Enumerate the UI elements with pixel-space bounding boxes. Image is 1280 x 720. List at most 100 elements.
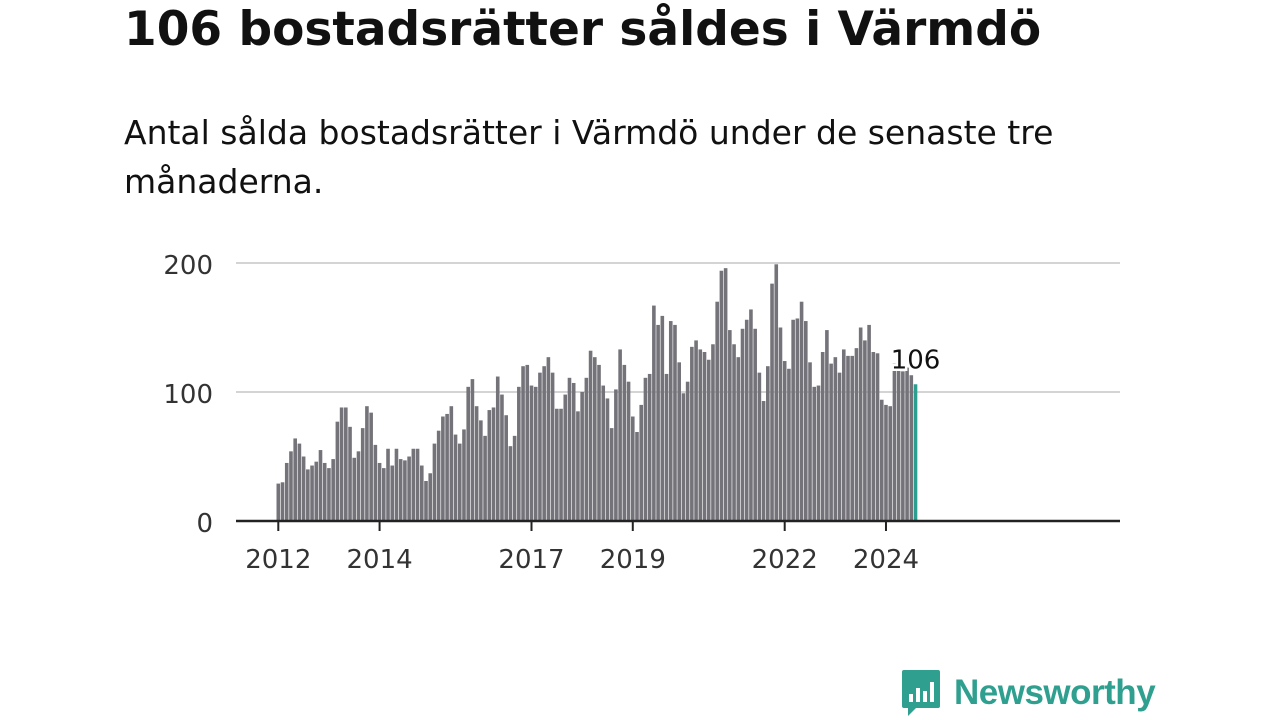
bar (888, 406, 892, 521)
bar (546, 357, 551, 521)
bar (804, 321, 808, 521)
bar (719, 270, 724, 521)
bar (318, 450, 323, 521)
bar (297, 443, 302, 521)
bar (652, 305, 656, 521)
bar (563, 394, 568, 521)
bar (466, 386, 470, 521)
bar (706, 359, 711, 521)
bar (508, 446, 513, 521)
bar (711, 344, 715, 521)
bar (909, 375, 914, 521)
bar (314, 461, 319, 521)
bar (289, 451, 293, 521)
bar (728, 330, 732, 521)
bar (753, 328, 757, 521)
bar (504, 415, 508, 521)
bar (884, 404, 888, 521)
bar (787, 368, 791, 521)
bar (593, 357, 597, 521)
bar (306, 469, 310, 521)
bar (816, 385, 821, 521)
bar (436, 430, 441, 521)
bar (390, 465, 395, 521)
bar (901, 371, 905, 521)
bar (576, 411, 580, 521)
bar (457, 443, 462, 521)
bar (871, 352, 876, 521)
bar (567, 377, 572, 521)
bar (462, 429, 466, 521)
bar (327, 468, 331, 521)
bar (377, 462, 382, 521)
bar (820, 352, 825, 521)
bar (808, 362, 812, 521)
bar (761, 401, 766, 521)
bar (647, 373, 652, 521)
bar (677, 362, 681, 521)
chart-subtitle: Antal sålda bostadsrätter i Värmdö under… (124, 113, 1054, 201)
bar (601, 385, 606, 521)
bar (841, 349, 846, 521)
x-tick-label: 2024 (853, 545, 919, 575)
bar (858, 327, 863, 521)
bar (749, 309, 753, 521)
bar (635, 431, 639, 521)
bar (356, 451, 361, 521)
bar (580, 392, 584, 521)
bar (360, 428, 365, 521)
chart-title: 106 bostadsrätter såldes i Värmdö (124, 2, 1042, 57)
bar (445, 413, 449, 521)
bar (643, 377, 648, 521)
bar (441, 416, 445, 521)
bar (740, 328, 745, 521)
bar (690, 346, 694, 521)
bar (863, 340, 867, 521)
bar (698, 349, 703, 521)
bar (732, 344, 736, 521)
bar (369, 412, 373, 521)
bar (424, 481, 428, 521)
bar (584, 377, 589, 521)
bar (630, 416, 635, 521)
bar (850, 355, 855, 521)
bar (538, 372, 542, 521)
bar (352, 457, 357, 521)
bar (348, 426, 352, 521)
bar (656, 324, 660, 521)
bar (525, 364, 530, 521)
bar (301, 456, 306, 521)
bar (331, 459, 335, 521)
bar (322, 462, 327, 521)
bar (512, 435, 517, 521)
bar (310, 465, 314, 521)
bar (293, 438, 297, 521)
bar (892, 363, 897, 521)
bar (403, 460, 407, 521)
bar (280, 482, 285, 521)
bar (428, 473, 433, 521)
bar (470, 379, 475, 521)
bar (382, 468, 386, 521)
bar (344, 407, 348, 521)
bar (791, 319, 795, 521)
bar (517, 386, 521, 521)
bar (778, 327, 783, 521)
bar (837, 372, 842, 521)
bar (782, 361, 787, 521)
bar (605, 398, 610, 521)
bar (521, 366, 525, 521)
newsworthy-chart-icon (902, 670, 940, 716)
bar (614, 389, 618, 521)
bar (491, 407, 496, 521)
bar (879, 399, 884, 521)
bar (588, 350, 593, 521)
bar (559, 408, 563, 521)
bar (276, 483, 281, 521)
bar (744, 319, 749, 521)
bar (339, 407, 344, 521)
bar (795, 318, 800, 521)
bar (415, 448, 420, 521)
bar (825, 330, 829, 521)
bar (766, 366, 770, 521)
